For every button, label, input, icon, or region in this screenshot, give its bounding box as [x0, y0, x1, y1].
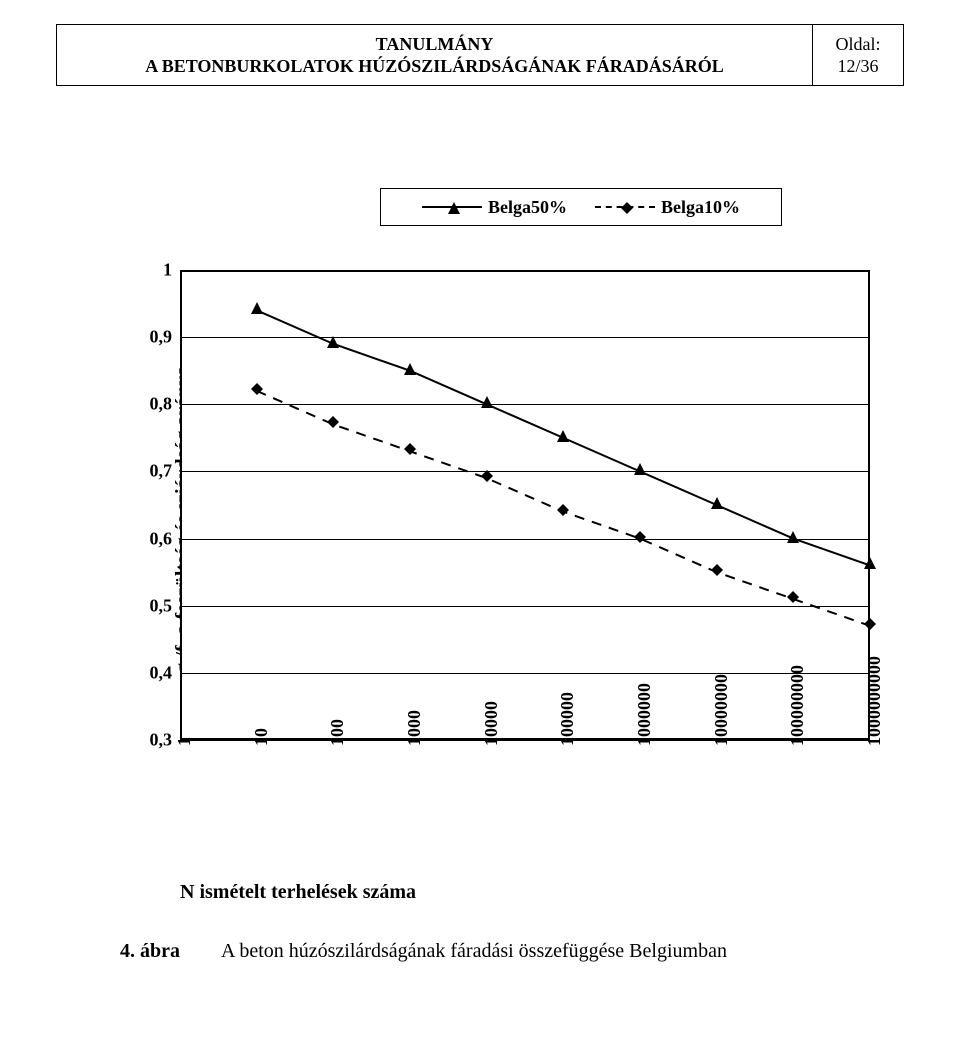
x-tick-label: 1000000	[634, 683, 655, 746]
diamond-icon	[404, 442, 416, 460]
legend-line-solid	[422, 200, 482, 214]
x-tick-label: 1	[174, 737, 195, 746]
legend-label-belga10: Belga10%	[661, 197, 740, 218]
legend-line-dashed	[595, 200, 655, 214]
y-tick-label: 0,5	[150, 595, 173, 616]
caption-prefix: 4. ábra	[120, 940, 180, 962]
triangle-icon	[864, 556, 876, 574]
triangle-icon	[557, 429, 569, 447]
diamond-icon	[864, 617, 876, 635]
header-frame: TANULMÁNY A BETONBURKOLATOK HÚZÓSZILÁRDS…	[56, 24, 904, 86]
y-tick-label: 0,8	[150, 394, 173, 415]
y-tick-label: 0,4	[150, 662, 173, 683]
triangle-icon	[634, 462, 646, 480]
plot-svg	[180, 270, 870, 740]
diamond-icon	[557, 503, 569, 521]
legend-item-belga10: Belga10%	[595, 197, 740, 218]
y-tick-label: 0,6	[150, 528, 173, 549]
diamond-icon	[251, 382, 263, 400]
x-tick-label: 10000000	[711, 674, 732, 746]
header-page-number: 12/36	[837, 55, 878, 78]
triangle-icon	[251, 301, 263, 319]
x-tick-label: 100	[327, 719, 348, 746]
triangle-icon	[404, 362, 416, 380]
y-tick-label: 0,3	[150, 730, 173, 751]
x-tick-label: 1000000000	[864, 656, 885, 746]
triangle-icon	[787, 530, 799, 548]
header-title-line1: TANULMÁNY	[376, 33, 494, 56]
triangle-icon	[711, 496, 723, 514]
diamond-icon	[481, 469, 493, 487]
legend-item-belga50: Belga50%	[422, 197, 567, 218]
gridline	[180, 740, 870, 741]
chart-container: Belga50% Belga10% σₜ/fₜ a feszültség és …	[120, 240, 880, 800]
x-tick-label: 10	[251, 728, 272, 746]
x-tick-label: 100000	[557, 692, 578, 746]
y-tick-label: 0,7	[150, 461, 173, 482]
header-title-line2: A BETONBURKOLATOK HÚZÓSZILÁRDSÁGÁNAK FÁR…	[145, 55, 724, 78]
legend: Belga50% Belga10%	[380, 188, 782, 226]
triangle-icon	[481, 395, 493, 413]
x-axis-label: N ismételt terhelések száma	[180, 881, 416, 904]
diamond-icon	[621, 202, 633, 214]
legend-label-belga50: Belga50%	[488, 197, 567, 218]
x-tick-label: 10000	[481, 701, 502, 746]
caption-text: A beton húzószilárdságának fáradási össz…	[221, 940, 727, 962]
x-tick-label: 1000	[404, 710, 425, 746]
triangle-icon	[448, 202, 460, 214]
x-tick-label: 100000000	[787, 665, 808, 746]
plot-area: 10,90,80,70,60,50,40,3 11010010001000010…	[180, 270, 870, 740]
diamond-icon	[327, 415, 339, 433]
y-tick-label: 1	[163, 260, 172, 281]
diamond-icon	[787, 590, 799, 608]
figure-caption: 4. ábra A beton húzószilárdságának fárad…	[120, 940, 727, 963]
y-tick-label: 0,9	[150, 327, 173, 348]
triangle-icon	[327, 335, 339, 353]
header-page: Oldal: 12/36	[813, 25, 903, 85]
header-page-label: Oldal:	[836, 33, 881, 56]
diamond-icon	[711, 563, 723, 581]
header-title: TANULMÁNY A BETONBURKOLATOK HÚZÓSZILÁRDS…	[57, 25, 813, 85]
diamond-icon	[634, 530, 646, 548]
